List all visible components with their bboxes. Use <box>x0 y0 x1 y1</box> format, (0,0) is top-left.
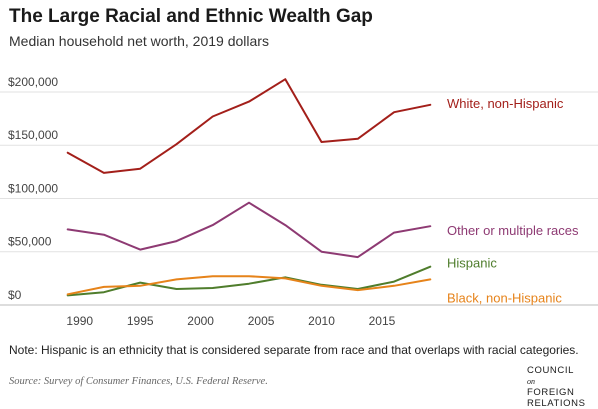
logo-line-3: FOREIGN <box>527 387 575 398</box>
series-line-2 <box>66 265 432 297</box>
y-tick-label: $50,000 <box>8 235 52 249</box>
series-label-0: White, non-Hispanic <box>447 96 564 111</box>
x-tick-label: 2010 <box>308 314 335 328</box>
x-tick-label: 2015 <box>369 314 396 328</box>
chart-source: Source: Survey of Consumer Finances, U.S… <box>9 376 268 387</box>
chart-note: Note: Hispanic is an ethnicity that is c… <box>9 343 579 357</box>
logo-line-1: COUNCIL <box>527 365 574 376</box>
x-tick-label: 1995 <box>127 314 154 328</box>
series-line-3 <box>66 275 432 296</box>
series-label-1: Other or multiple races <box>447 223 579 238</box>
y-tick-label: $200,000 <box>8 75 58 89</box>
x-tick-label: 2000 <box>187 314 214 328</box>
chart-subtitle: Median household net worth, 2019 dollars <box>9 33 269 49</box>
y-tick-label: $150,000 <box>8 128 58 142</box>
chart-title: The Large Racial and Ethnic Wealth Gap <box>9 6 373 27</box>
y-tick-label: $100,000 <box>8 181 58 195</box>
x-tick-label: 2005 <box>248 314 275 328</box>
x-tick-label: 1990 <box>66 314 93 328</box>
cfr-logo: COUNCIL on FOREIGN RELATIONS <box>527 365 593 409</box>
series-label-3: Black, non-Hispanic <box>447 290 562 305</box>
y-tick-label: $0 <box>8 288 22 302</box>
series-label-2: Hispanic <box>447 256 497 271</box>
series-line-0 <box>66 78 432 174</box>
series-line-1 <box>66 201 432 259</box>
logo-line-2: on <box>527 377 535 386</box>
line-chart: $0 $50,000 $100,000 $150,000 $200,000 1990 199… <box>0 75 598 328</box>
logo-line-4: RELATIONS <box>527 398 586 409</box>
